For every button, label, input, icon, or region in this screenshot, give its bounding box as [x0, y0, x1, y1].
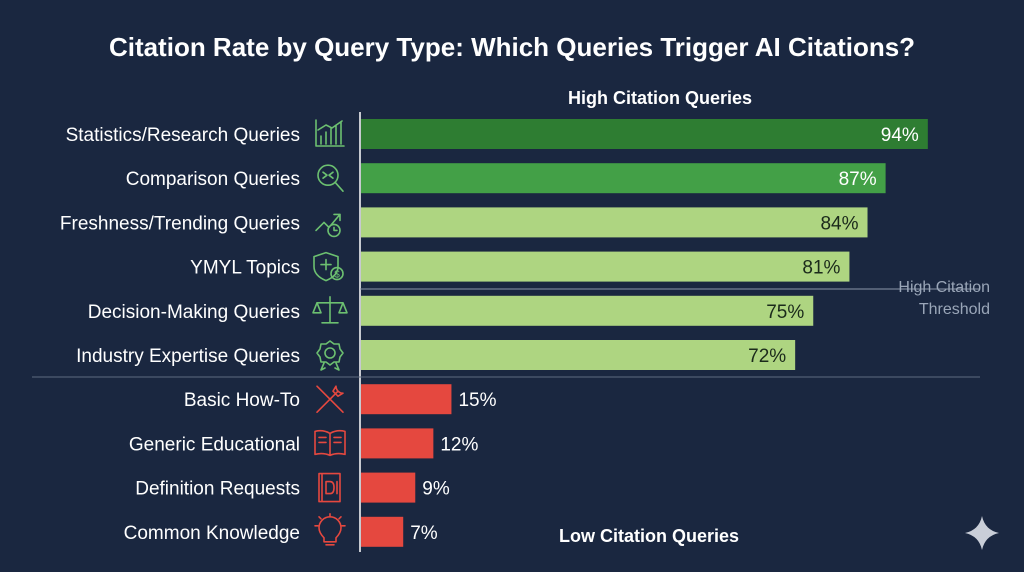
data-label: 7% — [410, 523, 438, 544]
data-label: 94% — [881, 125, 919, 146]
sparkle-icon — [965, 516, 999, 550]
bar — [361, 119, 928, 149]
lightbulb-icon — [314, 512, 346, 546]
data-label: 84% — [820, 213, 858, 234]
data-label: 12% — [440, 434, 478, 455]
section-label-high: High Citation Queries — [568, 88, 752, 108]
category-label: YMYL Topics — [190, 258, 300, 279]
open-book-icon — [314, 429, 346, 457]
bar — [361, 340, 796, 370]
magnifier-compare-icon — [317, 164, 344, 192]
data-label: 72% — [748, 346, 786, 367]
svg-text:$: $ — [334, 270, 340, 281]
bar — [361, 163, 886, 194]
category-label: Common Knowledge — [124, 523, 300, 544]
bar — [361, 428, 434, 459]
bars-group: Statistics/Research Queries 94% Comparison… — [60, 119, 928, 547]
category-label: Definition Requests — [135, 479, 300, 500]
bar — [361, 472, 416, 503]
data-label: 81% — [802, 258, 840, 279]
award-badge-icon — [316, 340, 344, 371]
trend-clock-icon — [315, 213, 341, 238]
data-label: 15% — [458, 390, 496, 411]
section-label-low: Low Citation Queries — [559, 526, 739, 546]
threshold-label-line1: High Citation — [898, 279, 990, 296]
data-label: 75% — [766, 302, 804, 323]
data-label: 87% — [839, 169, 877, 190]
bar — [361, 384, 452, 415]
bar — [361, 207, 868, 238]
bar-chart-icon — [315, 119, 345, 147]
threshold-label-line2: Threshold — [919, 301, 990, 318]
category-label: Generic Educational — [129, 434, 300, 455]
scales-icon — [312, 295, 348, 324]
chart-title: Citation Rate by Query Type: Which Queri… — [109, 32, 915, 62]
category-label: Comparison Queries — [126, 169, 300, 190]
shield-dollar-icon: $ — [313, 251, 344, 282]
category-label: Statistics/Research Queries — [66, 125, 300, 146]
bar — [361, 295, 814, 326]
dictionary-icon — [318, 472, 341, 503]
category-label: Industry Expertise Queries — [76, 346, 300, 367]
category-label: Decision-Making Queries — [88, 302, 300, 323]
bar — [361, 251, 850, 282]
category-label: Freshness/Trending Queries — [60, 213, 300, 234]
bar — [361, 516, 404, 547]
tools-icon — [316, 385, 344, 414]
category-label: Basic How-To — [184, 390, 300, 411]
data-label: 9% — [422, 479, 450, 500]
